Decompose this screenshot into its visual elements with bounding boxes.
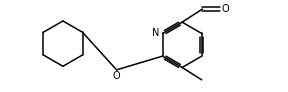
Text: O: O (113, 71, 120, 81)
Text: N: N (152, 28, 160, 38)
Text: O: O (221, 4, 229, 14)
